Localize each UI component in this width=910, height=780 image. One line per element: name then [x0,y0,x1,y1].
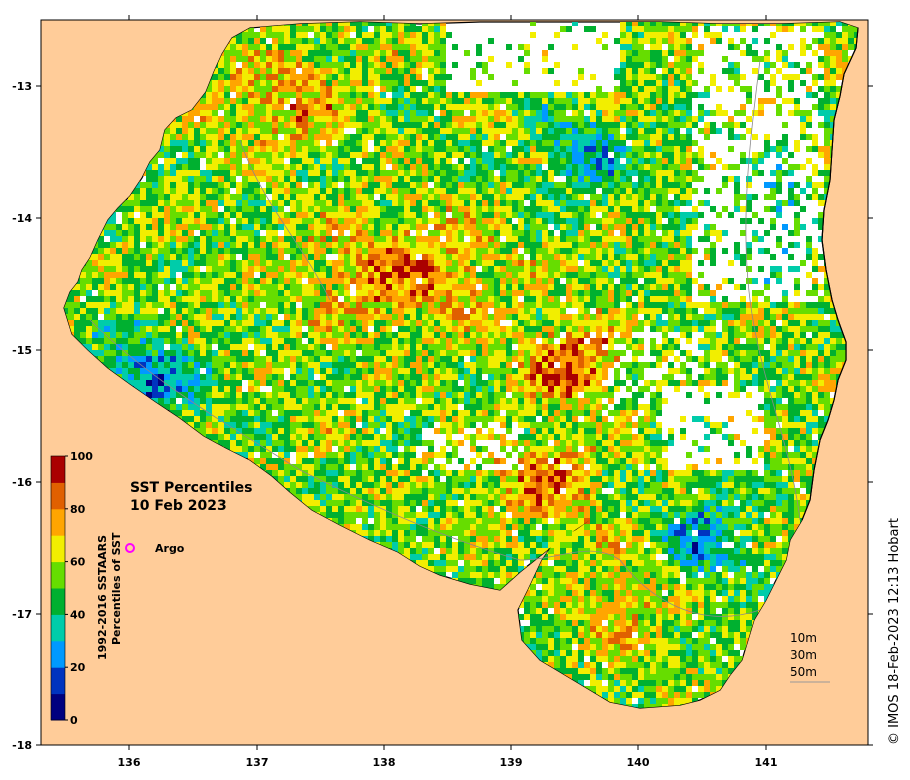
colorbar-tick-label: 80 [70,503,86,516]
colorbar-tick-label: 60 [70,556,86,569]
colorbar-tick-label: 20 [70,661,86,674]
map-title-line1: SST Percentiles [130,480,253,496]
x-axis: 136 137 138 139 140 141 [118,15,778,769]
colorbar-segment [51,693,65,721]
colorbar-segment [51,456,65,483]
map-title-line2: 10 Feb 2023 [130,498,227,514]
colorbar-segment [51,667,65,695]
colorbar-segment [51,508,65,536]
colorbar-segment [51,535,65,563]
argo-label: Argo [155,542,185,555]
depth-contour-line [239,139,331,301]
x-tick-label: 141 [755,756,778,769]
colorbar: 0 20 40 60 80 100 [50,450,93,727]
colorbar-border [50,455,66,721]
depth-contour-line [745,59,801,521]
y-tick-label: -16 [12,476,32,489]
colorbar-segment [51,482,65,510]
x-tick-label: 138 [373,756,396,769]
colorbar-label-line2: Percentiles of SST [110,532,123,645]
x-tick-label: 137 [246,756,269,769]
x-tick-label: 139 [500,756,523,769]
colorbar-tick-label: 100 [70,450,93,463]
colorbar-label-line1: 1992-2016 SSTAARS [96,535,109,660]
y-tick-label: -15 [12,344,32,357]
colorbar-segment [51,561,65,589]
colorbar-segment [51,614,65,642]
plot-frame [40,19,869,746]
cape-york-coast [801,27,859,521]
depth-contour-line [89,319,761,617]
colorbar-tick-label: 40 [70,608,86,621]
argo-marker-icon [125,543,135,553]
credit-text: © IMOS 18-Feb-2023 12:13 Hobart [887,518,902,745]
y-tick-label: -18 [12,739,32,752]
y-axis: -13 -14 -15 -16 -17 -18 [12,80,873,752]
depth-legend-10m: 10m [790,631,817,645]
depth-legend-30m: 30m [790,648,817,662]
colorbar-tick-label: 0 [70,714,78,727]
y-tick-label: -17 [12,608,32,621]
x-tick-label: 136 [118,756,141,769]
x-tick-label: 140 [627,756,650,769]
colorbar-segment [51,588,65,615]
colorbar-segment [51,640,65,668]
y-tick-label: -14 [12,212,32,225]
y-tick-label: -13 [12,80,32,93]
depth-legend-50m: 50m [790,665,817,679]
